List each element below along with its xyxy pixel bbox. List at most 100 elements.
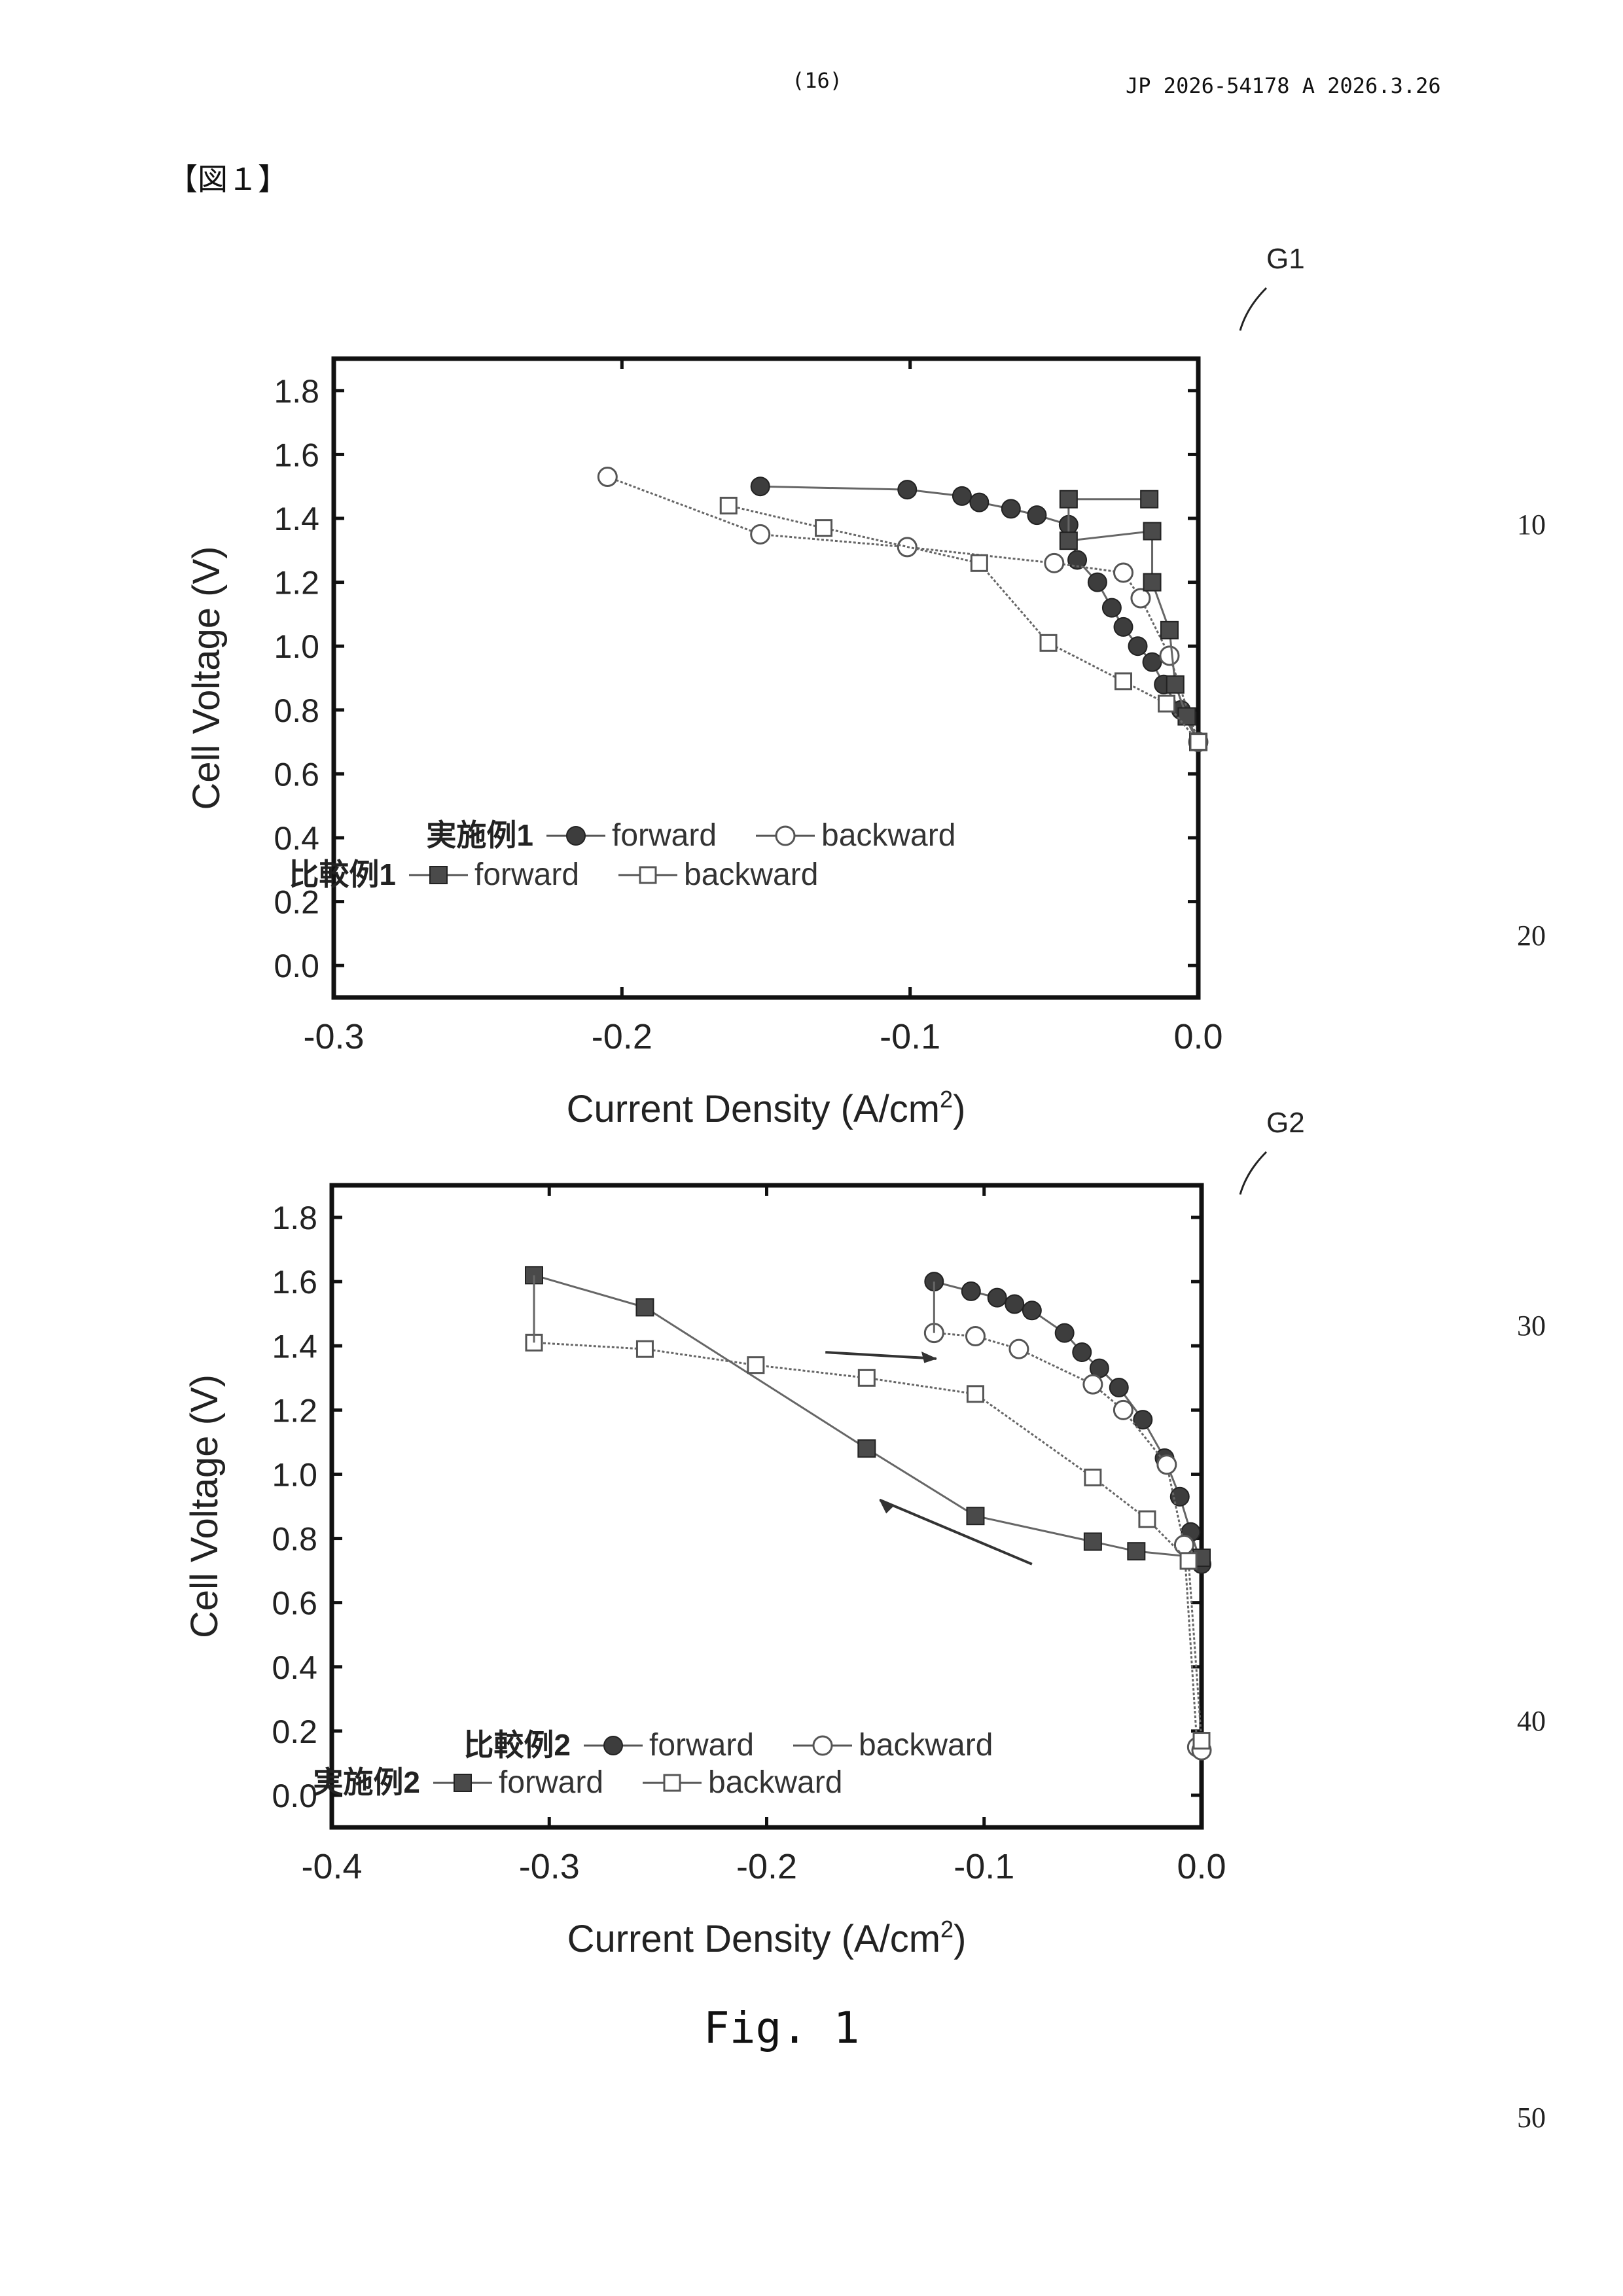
x-axis-title: Current Density (A/cm2) bbox=[567, 1916, 967, 1960]
filled-square-marker bbox=[966, 1507, 985, 1526]
filled-square-marker bbox=[1083, 1532, 1102, 1551]
filled-circle-marker bbox=[1133, 1410, 1153, 1430]
arrowhead-icon bbox=[879, 1499, 895, 1514]
open-circle-marker bbox=[1156, 1454, 1177, 1475]
filled-square-marker bbox=[1140, 490, 1159, 509]
arrowhead-icon bbox=[921, 1351, 938, 1363]
filled-circle-marker bbox=[1027, 505, 1047, 526]
line-number: 40 bbox=[1517, 1705, 1546, 1737]
filled-circle-marker bbox=[897, 480, 918, 500]
open-square-marker bbox=[1158, 694, 1176, 713]
y-tick-label: 0.6 bbox=[274, 756, 319, 793]
document-id: JP 2026-54178 A 2026.3.26 bbox=[1126, 73, 1441, 98]
filled-circle-marker bbox=[1001, 499, 1021, 519]
open-circle-marker bbox=[597, 467, 618, 488]
y-tick-label: 1.2 bbox=[274, 565, 319, 601]
y-axis-title: Cell Voltage (V) bbox=[183, 1374, 226, 1638]
x-axis-title-superscript: 2 bbox=[940, 1086, 953, 1113]
legend-entry-label: backward bbox=[821, 818, 955, 853]
open-square-marker bbox=[1179, 1552, 1198, 1570]
y-tick-label: 0.2 bbox=[272, 1713, 317, 1750]
filled-circle-marker bbox=[750, 476, 770, 497]
y-tick-label: 0.4 bbox=[272, 1649, 317, 1686]
y-tick-label: 0.8 bbox=[272, 1521, 317, 1558]
open-circle-marker bbox=[1113, 562, 1134, 583]
open-square-marker bbox=[1192, 1732, 1211, 1750]
y-tick-label: 0.0 bbox=[272, 1778, 317, 1814]
legend-entry-label: backward bbox=[859, 1728, 993, 1763]
filled-circle-marker bbox=[1022, 1300, 1042, 1321]
open-circle-marker bbox=[1008, 1338, 1029, 1359]
x-tick-label: -0.2 bbox=[736, 1847, 797, 1886]
filled-circle-marker bbox=[1128, 636, 1148, 656]
open-square-marker bbox=[970, 554, 988, 572]
pointer-arrow-icon bbox=[1239, 287, 1268, 331]
open-square-marker bbox=[639, 866, 657, 884]
filled-circle-marker bbox=[566, 826, 586, 846]
legend-entry-label: forward bbox=[612, 818, 717, 853]
filled-circle-marker bbox=[1005, 1294, 1025, 1314]
filled-circle-marker bbox=[603, 1736, 623, 1755]
x-axis-title: Current Density (A/cm2) bbox=[567, 1086, 966, 1130]
filled-square-marker bbox=[857, 1439, 876, 1458]
open-circle-marker bbox=[812, 1735, 833, 1756]
line-number: 50 bbox=[1517, 2102, 1546, 2134]
filled-circle-marker bbox=[1054, 1323, 1075, 1343]
plot-frame bbox=[331, 356, 1201, 1000]
filled-square-marker bbox=[1166, 675, 1185, 694]
x-tick-label: -0.3 bbox=[303, 1017, 364, 1056]
y-tick-label: 1.8 bbox=[274, 373, 319, 410]
x-tick-label: -0.1 bbox=[954, 1847, 1014, 1886]
y-tick-label: 0.2 bbox=[274, 884, 319, 921]
filled-circle-marker bbox=[1087, 572, 1107, 592]
y-tick-label: 0.4 bbox=[274, 820, 319, 857]
legend-entry-label: backward bbox=[708, 1765, 842, 1800]
chart-G2: -0.4 -0.3 -0.2 -0.1 0.0 0.0 0.2 0.4 0.6 0.8 1.0 1.2… bbox=[183, 1107, 1305, 1960]
y-tick-label: 0.0 bbox=[274, 948, 319, 984]
filled-circle-marker bbox=[1142, 652, 1162, 672]
filled-square-marker bbox=[1143, 522, 1162, 541]
filled-circle-marker bbox=[987, 1287, 1007, 1308]
y-tick-label: 1.0 bbox=[274, 628, 319, 665]
open-circle-marker bbox=[1044, 552, 1065, 573]
open-square-marker bbox=[1138, 1510, 1156, 1528]
figure-label: 【図１】 bbox=[168, 162, 288, 197]
open-circle-marker bbox=[750, 524, 771, 545]
open-square-marker bbox=[635, 1340, 654, 1358]
open-circle-marker bbox=[1130, 588, 1151, 609]
legend-group-label: 実施例1 bbox=[426, 818, 533, 852]
y-tick-label: 1.4 bbox=[272, 1328, 317, 1365]
scan-arrow-forward-icon bbox=[825, 1351, 936, 1360]
legend-group-label: 比較例1 bbox=[289, 857, 396, 891]
y-tick-label: 0.8 bbox=[274, 692, 319, 729]
chart-label: G1 bbox=[1266, 243, 1305, 275]
filled-circle-marker bbox=[1169, 1486, 1190, 1507]
open-square-marker bbox=[747, 1356, 765, 1374]
filled-square-marker bbox=[1059, 531, 1078, 550]
open-square-marker bbox=[966, 1385, 984, 1403]
y-tick-label: 0.6 bbox=[272, 1585, 317, 1622]
x-tick-label: 0.0 bbox=[1177, 1847, 1226, 1886]
open-square-marker bbox=[857, 1369, 876, 1387]
open-square-marker bbox=[719, 496, 738, 514]
y-tick-label: 1.8 bbox=[272, 1200, 317, 1236]
open-square-marker bbox=[815, 519, 833, 537]
line-number: 10 bbox=[1517, 509, 1546, 541]
filled-square-marker bbox=[1177, 707, 1196, 726]
pointer-arrow-icon bbox=[1239, 1151, 1268, 1195]
open-circle-marker bbox=[965, 1326, 986, 1347]
filled-square-marker bbox=[635, 1298, 654, 1317]
line-number: 30 bbox=[1517, 1310, 1546, 1342]
legend-entry-label: forward bbox=[474, 857, 579, 892]
x-tick-label: -0.4 bbox=[301, 1847, 362, 1886]
filled-square-marker bbox=[454, 1774, 472, 1792]
series-line bbox=[533, 1274, 1202, 1559]
filled-circle-marker bbox=[969, 492, 990, 512]
filled-square-marker bbox=[429, 866, 448, 884]
x-tick-label: -0.3 bbox=[519, 1847, 580, 1886]
legend-entry-label: backward bbox=[684, 857, 818, 892]
open-circle-marker bbox=[775, 825, 796, 846]
plot-frame bbox=[329, 1183, 1204, 1830]
legend-entry-label: forward bbox=[499, 1765, 603, 1800]
